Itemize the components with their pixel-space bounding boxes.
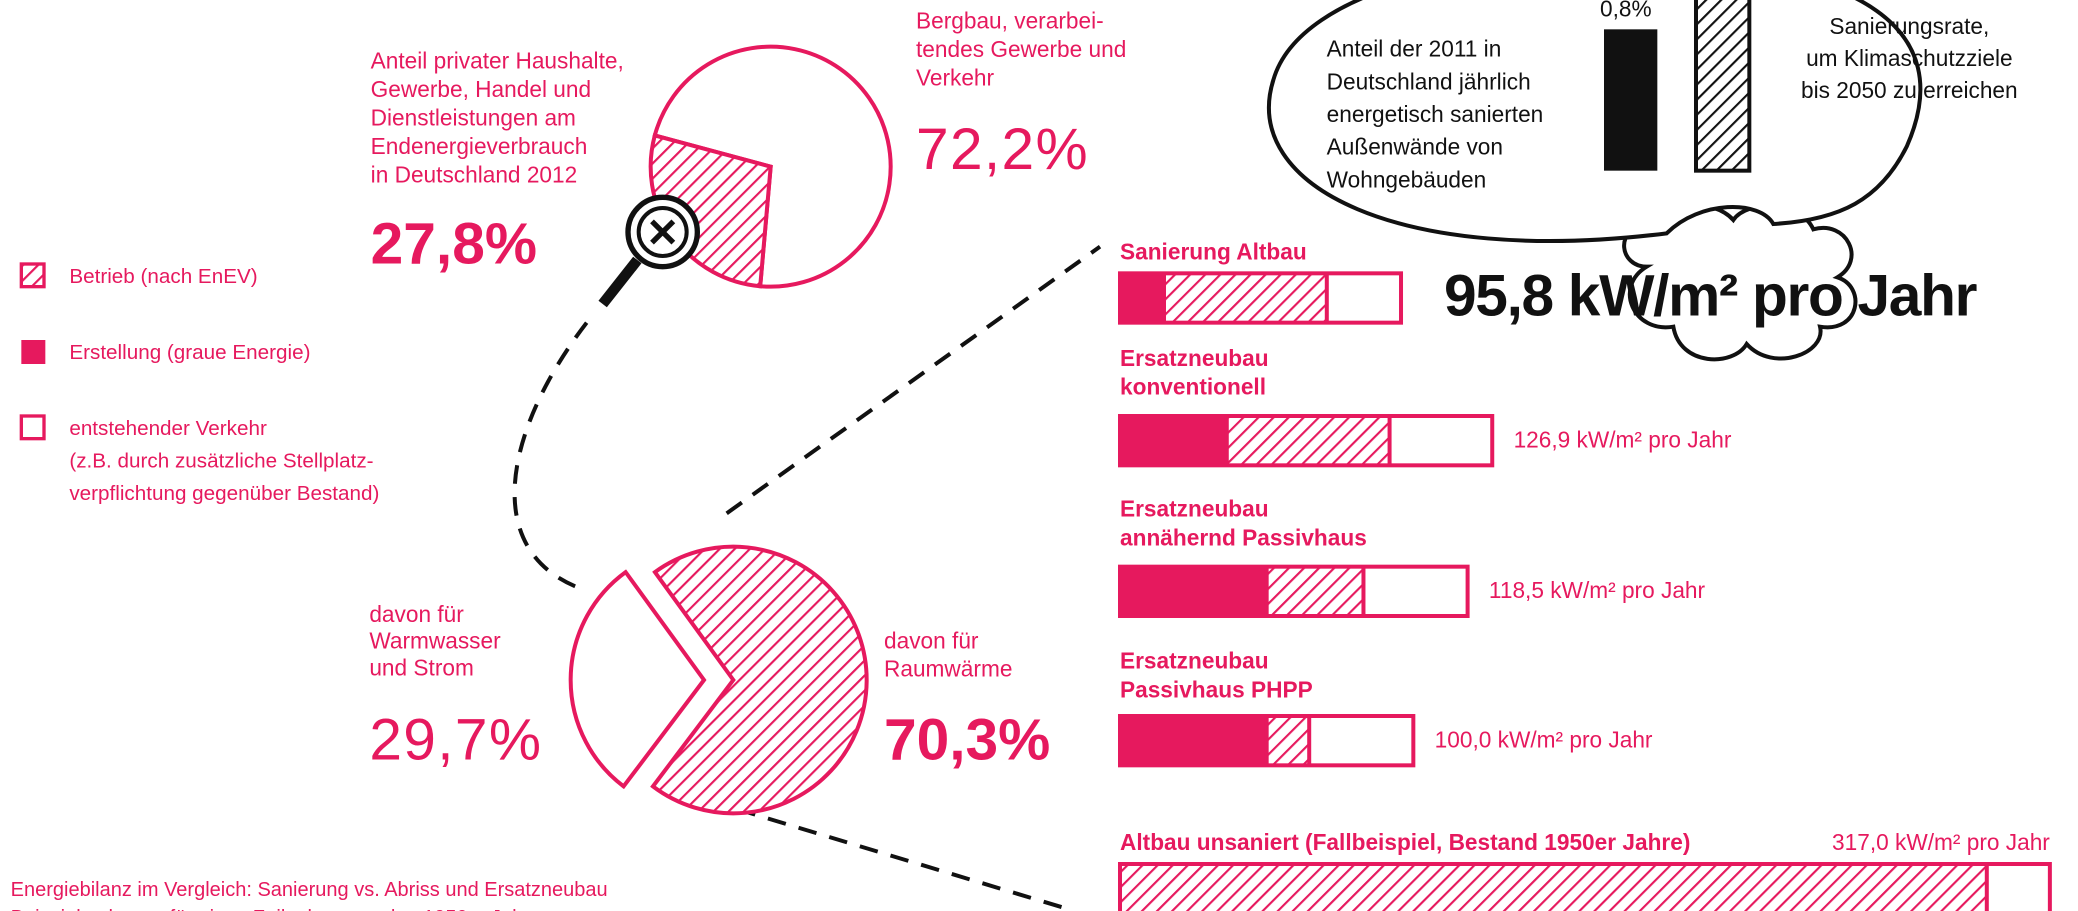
legend-icon	[21, 340, 46, 364]
footer-text: Energiebilanz im Vergleich: Sanierung vs…	[11, 879, 608, 901]
pie-value: 29,7%	[369, 708, 542, 773]
bar-title: Ersatzneubau	[1120, 648, 1269, 674]
bubble-text: energetisch sanierten	[1327, 101, 1544, 127]
pie-caption: Warmwasser	[369, 628, 501, 654]
pie-value: 72,2%	[916, 117, 1089, 182]
bar-value: 118,5 kW/m² pro Jahr	[1489, 577, 1706, 603]
pie-caption: tendes Gewerbe und	[916, 36, 1126, 62]
speech-bubble	[1266, 0, 1923, 362]
pie-slice	[650, 544, 869, 816]
bar-segment	[1266, 566, 1364, 616]
bubble-value: 0,8%	[1600, 0, 1652, 22]
bar-outline	[1118, 413, 1495, 468]
bubble-text: Außenwände von	[1327, 134, 1503, 160]
pie-caption: Gewerbe, Handel und	[371, 76, 591, 102]
pie-caption: davon für	[369, 601, 464, 627]
bar-segment	[1389, 416, 1493, 466]
bar-segment	[1120, 273, 1164, 323]
pie-caption: Verkehr	[916, 64, 995, 90]
legend-label: (z.B. durch zusätzliche Stellplatz-	[69, 449, 373, 472]
bar-segment	[1120, 416, 1227, 466]
pie-slice	[652, 44, 893, 289]
bar-title: Sanierung Altbau	[1120, 238, 1307, 264]
pie-caption: Dienstleistungen am	[371, 104, 576, 130]
bar-title: Ersatzneubau	[1120, 345, 1269, 371]
bar-segment	[1266, 716, 1310, 766]
bar-title: Ersatzneubau	[1120, 496, 1269, 522]
bubble-text: Anteil der 2011 in	[1327, 36, 1502, 62]
bar-segment	[1120, 566, 1267, 616]
bubble-text: Wohngebäuden	[1327, 166, 1487, 192]
legend-icon	[19, 414, 46, 441]
footer-text: Beispielrechnung für einen Zeilenbau aus…	[11, 907, 553, 911]
bar-title: annähernd Passivhaus	[1120, 524, 1367, 550]
bar-title: Passivhaus PHPP	[1120, 676, 1313, 702]
bar-segment	[1326, 273, 1402, 323]
bar-outline	[1117, 271, 1404, 325]
bubble-text: bis 2050 zu erreichen	[1801, 77, 2018, 103]
bubble-text: Deutschland jährlich	[1327, 68, 1531, 94]
bar-segment	[1164, 273, 1327, 323]
bubble-text: Sanierungsrate,	[1829, 13, 1989, 39]
legend-label: Betrieb (nach EnEV)	[69, 265, 257, 288]
magnifier-icon	[598, 194, 700, 308]
legend-label: entstehender Verkehr	[69, 417, 267, 440]
pie-value: 27,8%	[371, 212, 537, 277]
pie-caption: Anteil privater Haushalte,	[371, 48, 624, 74]
bar-value: 317,0 kW/m² pro Jahr	[1832, 829, 2050, 855]
bar-segment	[1309, 716, 1414, 766]
pie-caption: Endenergieverbrauch	[371, 133, 588, 159]
bar-segment	[1986, 864, 2050, 911]
bubble-text: um Klimaschutzziele	[1806, 45, 2013, 71]
bar-value: 95,8 kW/m² pro Jahr	[1444, 264, 1977, 329]
pie-caption: Raumwärme	[884, 656, 1012, 682]
pie-caption: davon für	[884, 628, 979, 654]
connector	[512, 245, 1102, 911]
pie-caption: Bergbau, verarbei-	[916, 8, 1104, 34]
bar-outline	[1118, 862, 2052, 911]
pie-slice	[568, 569, 707, 790]
bar-segment	[1120, 864, 1987, 911]
bar-segment	[1363, 566, 1468, 616]
legend-icon	[19, 262, 46, 289]
bar-title: konventionell	[1120, 374, 1266, 400]
bar-value: 126,9 kW/m² pro Jahr	[1514, 426, 1732, 452]
legend-label: Erstellung (graue Energie)	[69, 341, 310, 364]
bar-title: Altbau unsaniert (Fallbeispiel, Bestand …	[1120, 829, 1690, 855]
bar-segment	[1120, 716, 1267, 766]
pie-value: 70,3%	[884, 708, 1050, 773]
pie-caption: und Strom	[369, 654, 474, 680]
bar-segment	[1226, 416, 1390, 466]
bar-outline	[1118, 564, 1470, 618]
legend-label: verpflichtung gegenüber Bestand)	[69, 482, 379, 505]
pie-caption: in Deutschland 2012	[371, 161, 578, 187]
bubble-bar	[1694, 0, 1752, 173]
bar-value: 100,0 kW/m² pro Jahr	[1435, 726, 1653, 752]
bubble-bar	[1604, 29, 1658, 171]
